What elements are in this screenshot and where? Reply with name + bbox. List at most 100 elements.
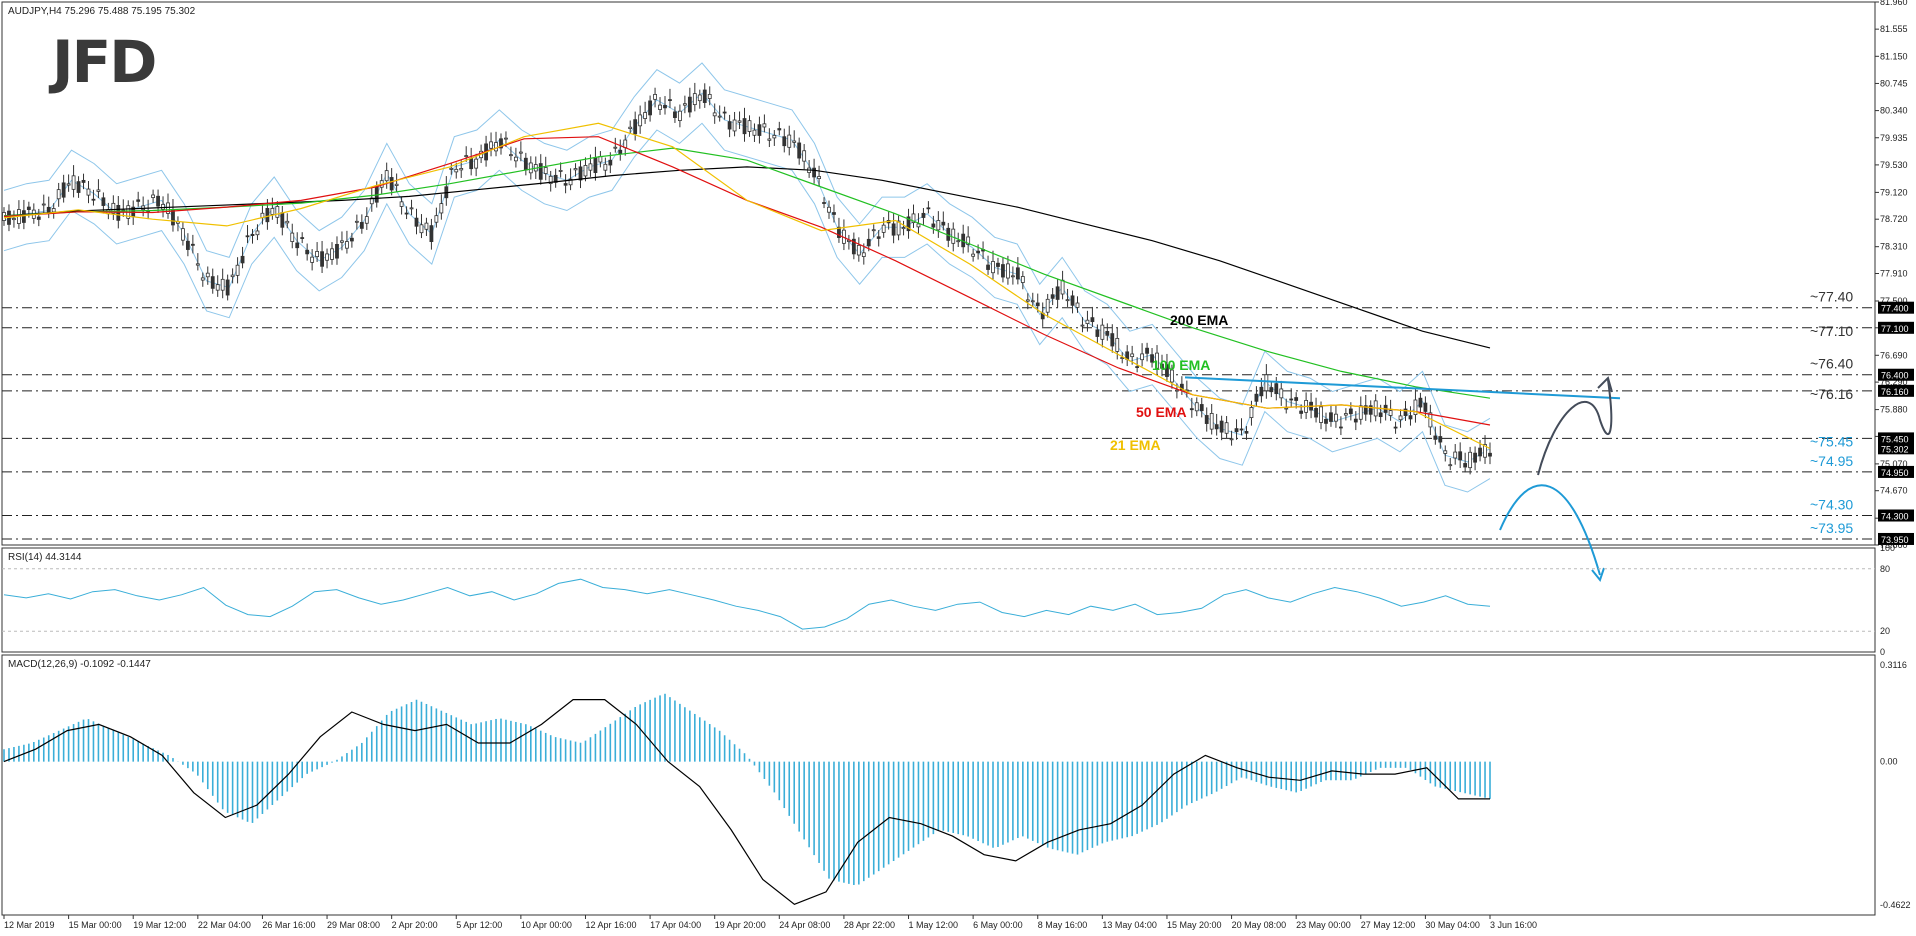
candle: [1080, 324, 1085, 327]
candle: [210, 276, 215, 289]
level-annotation: ~77.40: [1810, 289, 1853, 305]
price-axis-label: 81.555: [1880, 24, 1908, 34]
candle: [752, 129, 757, 136]
candle: [538, 163, 543, 180]
candle: [255, 230, 260, 236]
candle: [941, 221, 946, 226]
candle: [1165, 364, 1169, 377]
candle: [1244, 431, 1249, 434]
candle: [1324, 418, 1328, 424]
candle: [1199, 404, 1204, 412]
candle: [41, 203, 46, 206]
rsi-axis-label: 80: [1880, 564, 1890, 574]
candle: [643, 112, 648, 119]
candle: [504, 137, 508, 140]
candle: [1254, 393, 1259, 402]
candle: [1473, 452, 1477, 463]
candle: [1050, 294, 1055, 299]
candle: [111, 202, 116, 214]
candle: [1478, 447, 1482, 457]
candle: [1274, 383, 1279, 395]
candle: [732, 119, 737, 132]
macd-label: MACD(12,26,9) -0.1092 -0.1447: [8, 659, 151, 670]
time-axis-label: 15 May 20:00: [1167, 920, 1222, 930]
candle: [335, 243, 339, 259]
candle: [1204, 415, 1209, 424]
jfd-logo: JFD: [52, 28, 157, 96]
ema100-line: [3, 147, 1491, 399]
level-badge: [1878, 301, 1914, 314]
level-badge-label: 77.100: [1881, 324, 1909, 334]
macd-axis-label: -0.4622: [1880, 900, 1911, 910]
candle: [369, 197, 374, 205]
candle: [1259, 386, 1264, 397]
ema200-label: 200 EMA: [1170, 312, 1228, 328]
candle: [926, 207, 931, 210]
candle: [1314, 408, 1318, 418]
candle: [220, 278, 225, 291]
time-axis-label: 29 Mar 08:00: [327, 920, 380, 930]
level-badge: [1878, 321, 1914, 334]
level-badge: [1878, 442, 1914, 455]
candle: [116, 204, 121, 221]
candle: [215, 284, 220, 291]
candle: [1065, 299, 1070, 302]
candle: [295, 242, 300, 249]
time-axis-label: 5 Apr 12:00: [456, 920, 502, 930]
candle: [161, 203, 165, 210]
candle: [583, 165, 588, 177]
candle: [712, 112, 717, 117]
candle: [553, 174, 558, 183]
candle: [717, 115, 722, 118]
candle: [1070, 295, 1075, 306]
candle: [782, 136, 787, 147]
candle: [230, 274, 235, 278]
candle: [1343, 413, 1348, 416]
level-annotation: ~77.10: [1810, 323, 1853, 339]
candle: [822, 202, 826, 204]
candle: [1179, 383, 1184, 390]
candle: [1398, 415, 1403, 421]
candle: [916, 223, 921, 228]
candle: [1433, 435, 1438, 440]
candle: [812, 167, 816, 178]
candle: [424, 222, 429, 230]
price-axis-label: 78.720: [1880, 214, 1908, 224]
candle: [12, 218, 16, 221]
candle: [772, 134, 777, 139]
macd-axis-label: 0.3116: [1880, 660, 1907, 670]
candle: [285, 220, 290, 224]
candle: [1234, 428, 1239, 433]
candle: [195, 263, 200, 266]
candle: [881, 224, 886, 233]
candle: [469, 158, 474, 170]
candle: [225, 279, 230, 296]
candle: [71, 175, 76, 190]
candle: [658, 104, 662, 110]
candle: [459, 168, 464, 171]
candle: [1403, 408, 1408, 416]
candle: [1279, 388, 1284, 399]
candle: [727, 121, 732, 130]
candle: [1229, 438, 1234, 441]
candle: [171, 209, 175, 226]
candle: [280, 212, 285, 228]
candle: [1339, 426, 1343, 429]
candle: [1264, 374, 1269, 392]
scenario-up-arrow: [1537, 379, 1613, 476]
candle: [787, 134, 792, 148]
candle: [548, 175, 553, 184]
candle: [399, 201, 404, 207]
candle: [613, 146, 618, 149]
candle: [1010, 275, 1015, 278]
time-axis-label: 22 Mar 04:00: [198, 920, 251, 930]
price-axis-label: 77.500: [1880, 296, 1908, 306]
candle: [827, 206, 831, 213]
candle: [573, 168, 578, 171]
candle: [330, 248, 334, 260]
level-badge: [1878, 509, 1914, 522]
time-axis-label: 10 Apr 00:00: [521, 920, 572, 930]
level-badge: [1878, 368, 1914, 381]
candle: [499, 138, 503, 149]
